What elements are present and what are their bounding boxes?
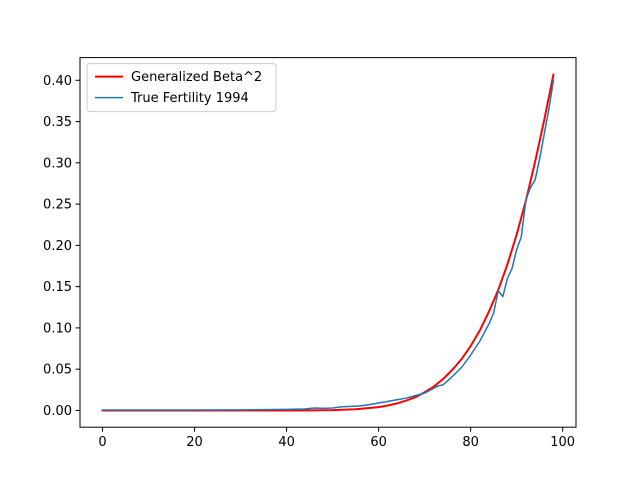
x-tick-label: 80 [462,435,479,450]
y-tick-label: 0.20 [43,239,72,254]
y-tick-label: 0.05 [43,363,72,378]
y-tick-label: 0.25 [43,198,72,213]
x-tick-label: 20 [186,435,203,450]
x-tick-label: 60 [370,435,387,450]
series-line-0 [101,73,555,412]
x-tick-label: 40 [278,435,295,450]
legend-box [86,63,277,113]
x-tick-label: 0 [98,435,106,450]
y-tick-label: 0.40 [43,74,72,89]
y-tick-label: 0.10 [43,321,72,336]
series-line-1 [101,79,555,411]
plot-lines [101,73,555,412]
legend: Generalized Beta^2 True Fertility 1994 [86,63,277,113]
legend-label-0: Generalized Beta^2 [131,70,262,85]
legend-label-1: True Fertility 1994 [130,91,249,106]
y-tick-label: 0.15 [43,280,72,295]
x-tick-label: 100 [550,435,575,450]
x-axis: 0 20 40 60 80 100 [98,427,575,450]
y-axis: 0.00 0.05 0.10 0.15 0.20 0.25 0.30 0.35 0.40 [43,74,80,419]
plot-frame [79,57,577,428]
y-tick-label: 0.00 [43,404,72,419]
y-tick-label: 0.30 [43,156,72,171]
y-tick-label: 0.35 [43,115,72,130]
